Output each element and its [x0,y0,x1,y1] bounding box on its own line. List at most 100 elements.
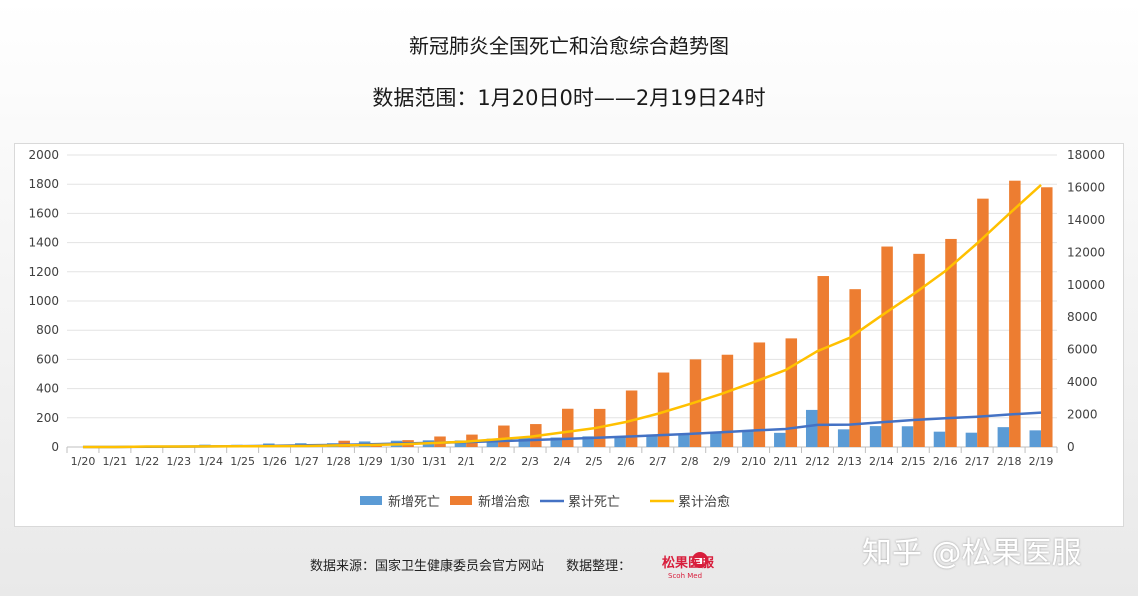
x-tick-label: 1/25 [230,455,255,468]
x-tick-label: 1/26 [262,455,287,468]
x-tick-label: 1/24 [198,455,223,468]
x-tick-label: 2/2 [489,455,507,468]
y-tick-left: 1800 [28,177,59,191]
bar-new-deaths [454,440,467,447]
y-tick-right: 10000 [1067,278,1105,292]
x-tick-label: 1/30 [390,455,415,468]
bar-new-deaths [678,434,690,447]
bar-new-deaths [965,432,978,447]
y-tick-left: 1200 [28,265,59,279]
y-tick-left: 1000 [28,294,59,308]
logo-subtext: Scoh Med [668,572,702,580]
legend-swatch [450,496,472,505]
y-tick-left: 1600 [28,206,59,220]
legend-label: 累计治愈 [678,495,730,510]
x-tick-label: 2/9 [713,455,731,468]
bar-new-cured [498,425,510,447]
x-tick-label: 2/16 [933,455,958,468]
x-tick-label: 1/21 [103,455,128,468]
legend-swatch [360,496,382,505]
logo-text: 松果医服 [662,555,715,571]
y-tick-right: 6000 [1067,343,1098,357]
bar-new-deaths [805,409,818,447]
chart-title: 新冠肺炎全国死亡和治愈综合趋势图 [409,34,729,58]
watermark: 知乎 @松果医服 [862,536,1082,571]
bar-new-deaths [550,437,562,447]
bar-new-deaths [582,436,594,447]
bar-new-deaths [869,426,882,447]
y-tick-right: 4000 [1067,375,1098,389]
bar-new-cured [562,408,574,447]
bar-new-deaths [742,431,754,447]
legend-label: 新增死亡 [388,494,440,510]
x-tick-label: 1/23 [166,455,191,468]
x-tick-label: 2/15 [901,455,926,468]
plot-frame: 0 200 400 600 800 1000 1200 1400 1600 1800 2000 0 20… [14,143,1124,527]
bar-new-cured [977,198,989,447]
footer: 数据来源：国家卫生健康委员会官方网站 数据整理： [310,555,649,574]
bar-new-deaths [486,438,499,447]
bar-new-deaths [1029,430,1042,447]
chart-svg: 0 200 400 600 800 1000 1200 1400 1600 1800 2000 0 20… [28,148,1105,510]
x-tick-label: 2/8 [681,455,699,468]
y-tick-left: 2000 [28,148,59,162]
x-tick-label: 2/6 [617,455,635,468]
y-tick-right: 18000 [1067,148,1105,162]
legend-label: 累计死亡 [568,495,620,510]
bar-new-deaths [774,432,786,447]
y-tick-left: 200 [36,411,59,425]
x-tick-label: 1/27 [294,455,319,468]
bar-new-cured [913,253,925,447]
x-tick-label: 2/12 [805,455,830,468]
y-tick-left: 400 [36,382,59,396]
y-tick-right: 14000 [1067,213,1105,227]
x-tick-label: 2/10 [741,455,766,468]
x-tick-label: 1/20 [71,455,96,468]
chart-subtitle: 数据范围：1月20日0时——2月19日24时 [372,86,766,110]
y-tick-right: 8000 [1067,310,1098,324]
footer-organizer: 数据整理： [566,559,632,574]
bar-new-cured [1041,187,1053,447]
bar-new-deaths [710,432,722,447]
bar-new-cured [625,390,638,447]
bar-new-cured [817,276,829,447]
bar-new-cured [785,338,798,447]
y-tick-right: 2000 [1067,408,1098,422]
x-tick-label: 2/14 [869,455,894,468]
bar-new-deaths [518,437,531,447]
y-tick-left: 0 [51,440,59,454]
x-tick-label: 2/7 [649,455,667,468]
footer-source: 数据来源：国家卫生健康委员会官方网站 [310,559,545,574]
bar-new-deaths [614,436,626,447]
bar-new-deaths [997,427,1010,447]
x-tick-label: 2/5 [585,455,603,468]
brand-logo: 松果医服 Scoh Med [660,550,740,580]
x-tick-label: 2/17 [965,455,990,468]
bar-new-cured [721,354,734,447]
x-tick-label: 2/19 [1029,455,1054,468]
bar-new-deaths [933,431,946,447]
x-tick-label: 1/28 [326,455,351,468]
x-tick-label: 1/29 [358,455,383,468]
bar-new-deaths [901,426,914,447]
y-tick-right: 12000 [1067,245,1105,259]
bar-new-cured [753,342,766,447]
bar-new-cured [881,246,893,447]
x-tick-label: 2/4 [553,455,571,468]
bar-new-cured [1009,180,1021,448]
legend-label: 新增治愈 [478,494,530,510]
y-tick-left: 1400 [28,236,59,250]
bar-new-cured [657,372,670,447]
x-tick-label: 1/22 [134,455,159,468]
y-tick-right: 0 [1067,440,1075,454]
y-tick-right: 16000 [1067,180,1105,194]
y-tick-left: 600 [36,352,59,366]
y-tick-left: 800 [36,323,59,337]
x-tick-label: 2/1 [457,455,475,468]
x-tick-label: 1/31 [422,455,447,468]
x-tick-label: 2/18 [997,455,1022,468]
x-tick-label: 2/13 [837,455,862,468]
bar-new-deaths [837,429,850,447]
line-cum-cured [82,184,1042,449]
bar-new-cured [945,238,957,447]
